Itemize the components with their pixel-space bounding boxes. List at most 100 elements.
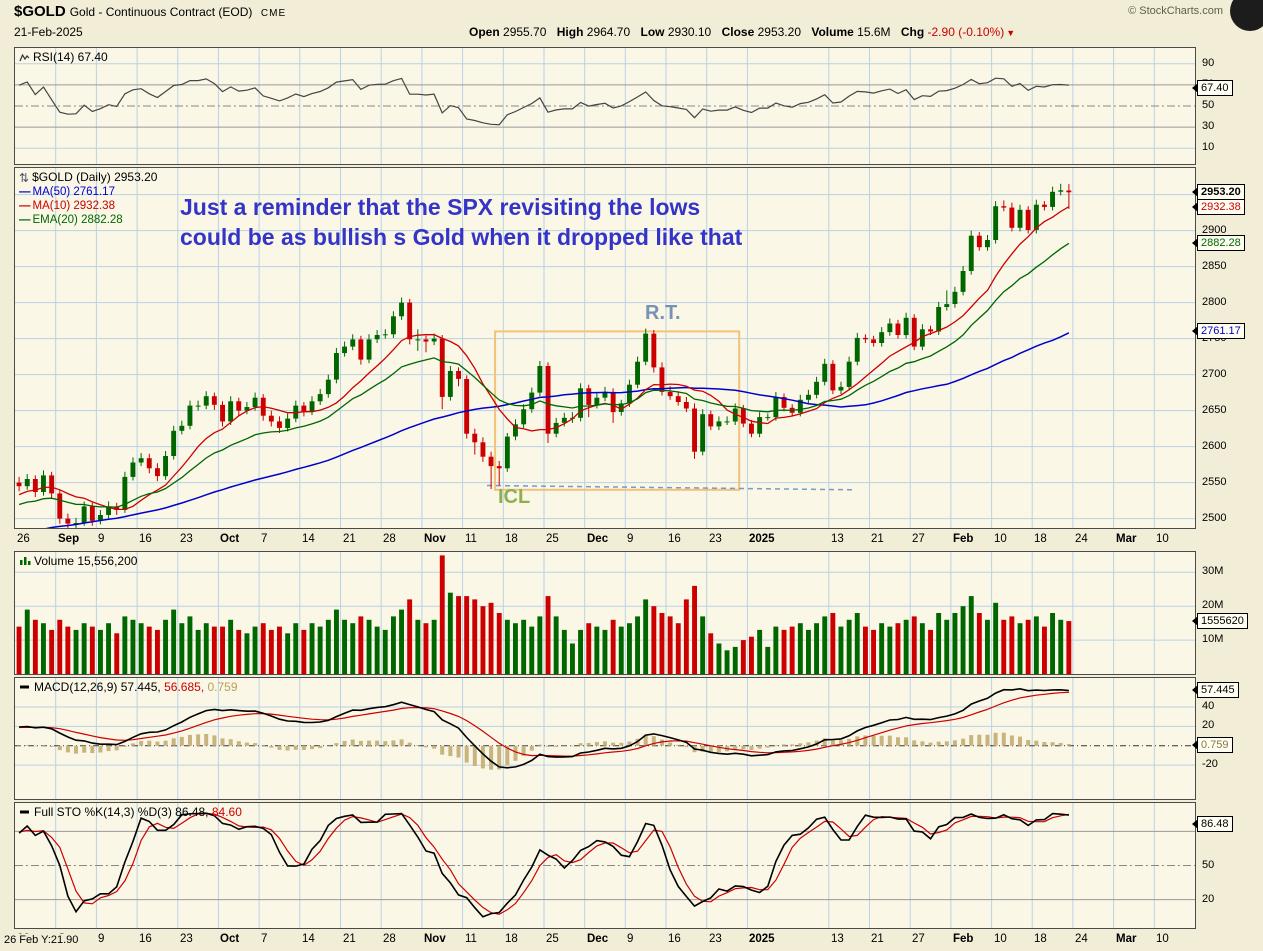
axis-label: 11 bbox=[465, 533, 477, 545]
axis-label: 16 bbox=[139, 933, 152, 945]
volume-bars-icon bbox=[19, 556, 31, 566]
macd-value-tag: 0.759 bbox=[1192, 737, 1233, 753]
sto-panel: Full STO %K(14,3) %D(3) 86.48, 84.60 bbox=[14, 802, 1196, 929]
axis-label: Dec bbox=[587, 533, 609, 545]
x-axis-top: 26 Sep 9 16 23 Oct 7 14 21 28 Nov 11 18 25 Dec 9 16 23 202… bbox=[0, 531, 1263, 551]
axis-label: 16 bbox=[668, 933, 681, 945]
price-tick: 2600 bbox=[1202, 440, 1227, 452]
icl-label: ICL bbox=[498, 486, 531, 508]
rsi-tick: 30 bbox=[1202, 120, 1215, 132]
price-panel-row: ⇅ $GOLD (Daily) 2953.20 — MA(50) 2761.17 —… bbox=[14, 167, 1263, 529]
axis-label: Feb bbox=[953, 933, 974, 945]
rsi-panel: RSI(14) 67.40 bbox=[14, 47, 1196, 165]
macd-signal-value: 56.685, bbox=[164, 680, 205, 694]
macd-value-tag: 57.445 bbox=[1192, 682, 1239, 698]
axis-label: 25 bbox=[546, 933, 559, 945]
price-value-tag: 2761.17 bbox=[1192, 323, 1245, 339]
ma50-label: MA(50) 2761.17 bbox=[32, 186, 115, 198]
price-value-tag: 2932.38 bbox=[1192, 199, 1245, 215]
rsi-label: RSI(14) 67.40 bbox=[33, 50, 108, 64]
axis-label: 10 bbox=[994, 933, 1007, 945]
macd-title: MACD(12,26,9) bbox=[34, 680, 118, 694]
rsi-plot bbox=[15, 48, 1195, 164]
axis-label: Feb bbox=[953, 533, 974, 545]
axis-label: 2025 bbox=[749, 933, 775, 945]
vol-tick: 30M bbox=[1202, 565, 1224, 577]
axis-label: 10 bbox=[994, 533, 1007, 545]
high-value: 2964.70 bbox=[586, 25, 631, 39]
axis-label: 21 bbox=[871, 533, 884, 545]
sto-k-value: 86.48, bbox=[175, 805, 209, 819]
axis-label: 9 bbox=[98, 933, 105, 945]
low-label: Low bbox=[640, 25, 665, 39]
axis-label: 18 bbox=[505, 533, 518, 545]
axis-label: 10 bbox=[1156, 533, 1169, 545]
axis-label: 18 bbox=[1034, 533, 1047, 545]
axis-label: 21 bbox=[343, 933, 356, 945]
symbol-description: Gold - Continuous Contract (EOD) bbox=[69, 5, 253, 19]
axis-label: 21 bbox=[871, 933, 884, 945]
axis-label: 10 bbox=[1156, 933, 1169, 945]
zigzag-icon bbox=[19, 53, 30, 62]
rt-label: R.T. bbox=[645, 302, 681, 324]
volume-panel-label: Volume 15,556,200 bbox=[19, 554, 137, 568]
axis-label: 24 bbox=[1075, 933, 1088, 945]
rsi-tick: 90 bbox=[1202, 57, 1215, 69]
price-panel: ⇅ $GOLD (Daily) 2953.20 — MA(50) 2761.17 —… bbox=[14, 167, 1196, 529]
axis-label: 18 bbox=[1034, 933, 1047, 945]
volume-panel: Volume 15,556,200 bbox=[14, 551, 1196, 675]
price-tick: 2850 bbox=[1202, 260, 1227, 272]
price-plot bbox=[15, 168, 1195, 528]
ma10-line-icon: — bbox=[19, 200, 31, 212]
volume-label: Volume bbox=[811, 25, 854, 39]
axis-label: 9 bbox=[627, 533, 634, 545]
rsi-tick: 10 bbox=[1202, 141, 1215, 153]
exchange: CME bbox=[260, 8, 287, 19]
rsi-value-tag: 67.40 bbox=[1192, 80, 1233, 96]
chg-label: Chg bbox=[900, 25, 925, 39]
price-scale: 2950290028502800275027002650260025502500… bbox=[1192, 168, 1263, 530]
price-tick: 2650 bbox=[1202, 404, 1227, 416]
chg-value: -2.90 (-0.10%) bbox=[927, 25, 1005, 39]
ma50-line-icon: — bbox=[19, 186, 31, 198]
axis-label: 25 bbox=[546, 533, 559, 545]
legend-ma10: — MA(10) 2932.38 bbox=[19, 199, 157, 213]
price-tick: 2700 bbox=[1202, 368, 1227, 380]
price-tick: 2550 bbox=[1202, 476, 1227, 488]
line-icon bbox=[19, 683, 31, 692]
macd-tick: 40 bbox=[1202, 700, 1215, 712]
axis-label: 18 bbox=[505, 933, 518, 945]
low-value: 2930.10 bbox=[667, 25, 712, 39]
footer-note: 26 Feb Y:21.90 bbox=[4, 934, 87, 946]
close-label: Close bbox=[721, 25, 755, 39]
down-triangle-icon: ▼ bbox=[1006, 28, 1016, 38]
axis-label: 9 bbox=[98, 533, 105, 545]
sto-tick: 20 bbox=[1202, 893, 1215, 905]
macd-panel-row: MACD(12,26,9) 57.445, 56.685, 0.759 40 20… bbox=[14, 677, 1263, 800]
updown-arrows-icon: ⇅ bbox=[19, 171, 30, 185]
rsi-panel-label: RSI(14) 67.40 bbox=[19, 50, 108, 64]
axis-label: 14 bbox=[302, 533, 315, 545]
axis-label: 23 bbox=[180, 533, 193, 545]
axis-label: 26 bbox=[17, 533, 30, 545]
axis-label: Nov bbox=[424, 933, 446, 945]
close-value: 2953.20 bbox=[757, 25, 801, 39]
axis-label: 14 bbox=[302, 933, 315, 945]
vol-value-tag: 1555620 bbox=[1192, 613, 1248, 629]
price-value-tag: 2953.20 bbox=[1192, 184, 1245, 200]
axis-label: 27 bbox=[912, 933, 925, 945]
sto-plot bbox=[15, 803, 1195, 928]
axis-label: 9 bbox=[627, 933, 634, 945]
symbol: $GOLD bbox=[14, 3, 66, 20]
price-tick: 2500 bbox=[1202, 512, 1227, 524]
axis-label: 21 bbox=[343, 533, 356, 545]
macd-value: 57.445, bbox=[120, 680, 161, 694]
axis-label: 16 bbox=[139, 533, 152, 545]
volume-value: 15.6M bbox=[857, 25, 891, 39]
sto-tick: 50 bbox=[1202, 859, 1215, 871]
annotation-line2: could be as bullish s Gold when it dropp… bbox=[180, 224, 743, 251]
axis-label: 28 bbox=[383, 533, 396, 545]
rsi-tick: 50 bbox=[1202, 99, 1215, 111]
quote-summary: Open 2955.70 High 2964.70 Low 2930.10 Cl… bbox=[462, 25, 1015, 39]
axis-label: 23 bbox=[709, 933, 722, 945]
